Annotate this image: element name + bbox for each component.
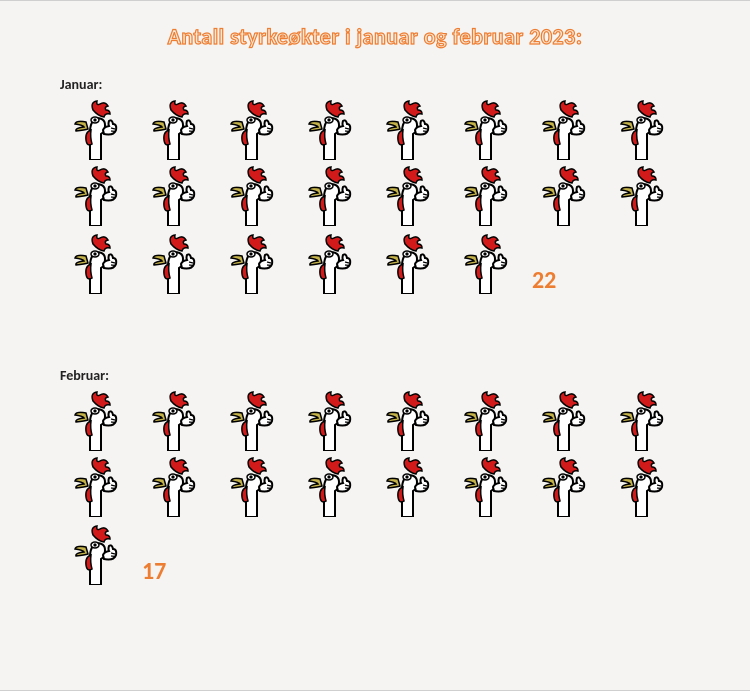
chicken-icon <box>372 388 450 454</box>
chicken-icon <box>138 163 216 229</box>
chicken-icon <box>606 454 684 520</box>
chicken-icon <box>60 454 138 520</box>
chicken-icon <box>60 97 138 163</box>
chicken-icon <box>450 388 528 454</box>
chicken-icon <box>216 454 294 520</box>
chicken-icon <box>372 231 450 297</box>
section-label-februar: Februar: <box>60 367 690 384</box>
pictograph-page: Antall styrkeøkter i januar og februar 2… <box>0 0 750 691</box>
page-title: Antall styrkeøkter i januar og februar 2… <box>60 23 690 50</box>
chicken-icon <box>294 163 372 229</box>
chicken-icon <box>60 522 138 588</box>
chicken-icon <box>372 163 450 229</box>
chicken-icon <box>450 231 528 297</box>
chicken-icon <box>138 454 216 520</box>
chicken-icon <box>372 97 450 163</box>
chicken-icon <box>606 163 684 229</box>
chicken-icon <box>138 231 216 297</box>
chicken-icon <box>294 454 372 520</box>
chicken-icon <box>450 97 528 163</box>
count-value: 17 <box>138 520 166 588</box>
section-label-januar: Januar: <box>60 76 690 93</box>
page-title-text: Antall styrkeøkter i januar og februar 2… <box>168 23 583 50</box>
chicken-icon <box>138 388 216 454</box>
chicken-icon <box>138 97 216 163</box>
chicken-icon <box>528 97 606 163</box>
pictograph-januar: 22 <box>60 97 684 297</box>
pictograph-februar: 17 <box>60 388 684 588</box>
chicken-icon <box>60 388 138 454</box>
chicken-icon <box>60 231 138 297</box>
chicken-icon <box>216 97 294 163</box>
chicken-icon <box>294 388 372 454</box>
chicken-icon <box>606 388 684 454</box>
section-gap <box>60 297 690 341</box>
chicken-icon <box>216 231 294 297</box>
chicken-icon <box>450 163 528 229</box>
chicken-icon <box>216 163 294 229</box>
count-value: 22 <box>528 229 556 297</box>
chicken-icon <box>528 388 606 454</box>
chicken-icon <box>528 454 606 520</box>
chicken-icon <box>294 231 372 297</box>
chicken-icon <box>606 97 684 163</box>
chicken-icon <box>294 97 372 163</box>
chicken-icon <box>528 163 606 229</box>
chicken-icon <box>60 163 138 229</box>
chicken-icon <box>450 454 528 520</box>
chicken-icon <box>372 454 450 520</box>
chicken-icon <box>216 388 294 454</box>
